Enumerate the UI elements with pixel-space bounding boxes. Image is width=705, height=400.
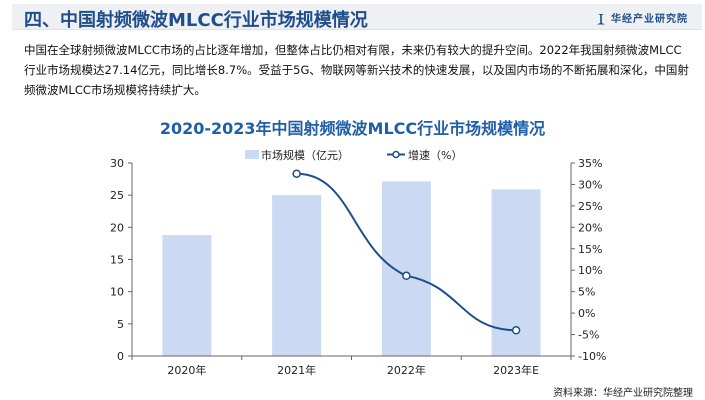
y2-tick-label: 15%: [578, 243, 602, 256]
y2-tick-label: -5%: [578, 329, 599, 342]
x-tick-label: 2021年: [277, 363, 316, 377]
page-title: 四、中国射频微波MLCC行业市场规模情况: [24, 10, 368, 31]
brand-logo: 华经产业研究院: [597, 10, 688, 25]
y-tick-label: 0: [117, 350, 124, 363]
source-note: 资料来源：华经产业研究院整理: [553, 388, 693, 399]
growth-point: [511, 326, 521, 335]
y2-tick-label: 35%: [578, 157, 602, 170]
y-tick-label: 5: [117, 318, 124, 331]
x-tick-label: 2022年: [387, 363, 426, 377]
y-tick-label: 10: [110, 286, 124, 299]
growth-point: [292, 169, 301, 178]
description-paragraph: 中国在全球射频微波MLCC市场的占比逐年增加，但整体占比仍相对有限，未来仍有较大…: [24, 43, 689, 97]
bar: [381, 181, 431, 356]
legend-line-label: 增速（%）: [408, 148, 462, 162]
y-tick-label: 25: [110, 189, 124, 202]
chart-title: 2020-2023年中国射频微波MLCC行业市场规模情况: [159, 119, 546, 138]
x-tick-label: 2020年: [167, 363, 206, 377]
legend-bar-label: 市场规模（亿元）: [261, 148, 349, 162]
bar: [162, 235, 212, 356]
header-bar: 四、中国射频微波MLCC行业市场规模情况 华经产业研究院: [12, 4, 702, 31]
legend-bar-swatch: [245, 150, 259, 159]
y-tick-label: 15: [110, 254, 124, 267]
growth-point: [402, 271, 411, 281]
y2-tick-label: 5%: [578, 286, 595, 299]
y2-tick-label: 25%: [578, 200, 602, 213]
y2-tick-label: -10%: [578, 350, 606, 363]
y2-tick-label: 0%: [578, 307, 595, 320]
legend-line-marker: [392, 150, 400, 159]
y2-tick-label: 10%: [578, 264, 602, 277]
y2-tick-label: 20%: [578, 221, 602, 234]
y2-tick-label: 30%: [578, 178, 602, 191]
brand-icon: [597, 13, 605, 25]
x-tick-label: 2023年E: [493, 363, 539, 377]
y-tick-label: 30: [110, 157, 124, 170]
brand-name: 华经产业研究院: [611, 14, 688, 25]
y-tick-label: 20: [110, 221, 124, 234]
bar: [272, 195, 322, 356]
